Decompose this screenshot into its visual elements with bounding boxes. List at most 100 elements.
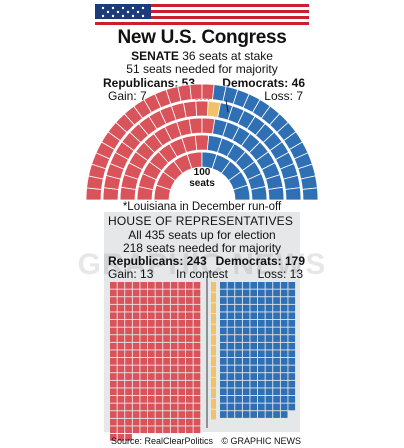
house-seat-republican xyxy=(125,388,132,396)
senate-seat-chart xyxy=(85,83,319,201)
house-seat-democrat xyxy=(235,350,242,358)
house-seat-republican xyxy=(125,350,132,358)
house-seat-democrat xyxy=(280,320,288,327)
house-seat-republican xyxy=(148,327,155,335)
house-seat-democrat xyxy=(288,312,296,320)
house-seat-republican xyxy=(148,396,155,403)
house-seat-republican xyxy=(148,304,155,312)
contest-pointer xyxy=(225,99,229,113)
house-seat-republican xyxy=(110,282,117,289)
house-seat-republican xyxy=(132,358,140,365)
house-seat-democrat xyxy=(258,312,265,320)
house-seat-republican xyxy=(163,289,170,297)
house-seat-republican xyxy=(117,434,125,441)
house-seat-democrat xyxy=(227,297,235,304)
house-seat-republican xyxy=(170,426,178,434)
house-seat-republican xyxy=(132,297,140,304)
house-seat-republican xyxy=(163,304,170,312)
house-seat-republican xyxy=(117,403,125,411)
source-note: Source: RealClearPolitics xyxy=(111,436,214,446)
house-seat-republican xyxy=(132,365,140,373)
house-seat-republican xyxy=(178,327,186,335)
house-seat-contest xyxy=(211,388,216,399)
house-seat-democrat xyxy=(258,350,265,358)
house-seat-republican xyxy=(140,282,148,289)
house-seat-republican xyxy=(117,388,125,396)
house-seat-democrat xyxy=(220,358,227,365)
house-seat-democrat xyxy=(273,358,280,365)
house-seat-democrat xyxy=(250,380,258,388)
house-seat-democrat xyxy=(227,289,235,297)
house-seat-democrat xyxy=(242,365,250,373)
house-seat-democrat xyxy=(242,297,250,304)
house-seat-republican xyxy=(170,335,178,342)
house-seat-democrat xyxy=(220,282,227,289)
house-seat-republican xyxy=(155,282,163,289)
house-seat-republican xyxy=(178,411,186,418)
house-seat-democrat xyxy=(242,335,250,342)
house-seat-democrat xyxy=(242,358,250,365)
house-seat-democrat xyxy=(280,304,288,312)
house-seat-democrat xyxy=(288,342,296,350)
house-seat-democrat xyxy=(250,396,258,403)
house-seat-republican xyxy=(193,289,201,297)
house-seat-democrat xyxy=(250,289,258,297)
house-seat-republican xyxy=(155,358,163,365)
house-seat-contest xyxy=(211,324,216,335)
house-seat-republican xyxy=(170,411,178,418)
house-seat-democrat xyxy=(258,297,265,304)
house-seat-democrat xyxy=(258,373,265,380)
house-seat-contest xyxy=(211,303,216,314)
house-seat-democrat xyxy=(265,365,273,373)
house-seat-republican xyxy=(186,282,193,289)
house-seat-republican xyxy=(193,282,201,289)
house-seat-republican xyxy=(140,297,148,304)
house-seat-democrat xyxy=(273,373,280,380)
house-seat-republican xyxy=(117,335,125,342)
house-seat-republican xyxy=(117,396,125,403)
house-seat-republican xyxy=(148,373,155,380)
house-seat-republican xyxy=(155,335,163,342)
house-seat-republican xyxy=(148,282,155,289)
house-seat-republican xyxy=(170,297,178,304)
house-seat-democrat xyxy=(280,335,288,342)
house-seat-democrat xyxy=(258,403,265,411)
house-seat-democrat xyxy=(227,396,235,403)
house-seat-republican xyxy=(163,426,170,434)
house-seat-republican xyxy=(170,304,178,312)
house-seat-democrat xyxy=(235,411,242,418)
house-seat-contest xyxy=(211,335,216,345)
house-seat-republican xyxy=(140,335,148,342)
house-seat-republican xyxy=(132,373,140,380)
house-seat-democrat xyxy=(258,396,265,403)
house-seat-democrat xyxy=(258,327,265,335)
senate-total-number: 100 xyxy=(193,167,211,178)
house-seat-republican xyxy=(178,342,186,350)
house-seat-republican xyxy=(178,282,186,289)
house-seat-democrat xyxy=(227,342,235,350)
house-seat-democrat xyxy=(220,289,227,297)
senate-majority: 51 seats needed for majority xyxy=(126,62,278,76)
house-seat-republican xyxy=(193,373,201,380)
house-seat-republican xyxy=(186,396,193,403)
house-seat-republican xyxy=(148,365,155,373)
house-seat-democrat xyxy=(220,327,227,335)
house-seat-democrat xyxy=(273,350,280,358)
house-seat-democrat xyxy=(280,365,288,373)
house-seat-republican xyxy=(186,388,193,396)
house-seat-republican xyxy=(163,282,170,289)
house-seat-republican xyxy=(170,312,178,320)
house-seat-republican xyxy=(163,358,170,365)
house-seat-republican xyxy=(140,380,148,388)
house-seat-republican xyxy=(132,312,140,320)
house-seat-republican xyxy=(132,380,140,388)
house-seat-democrat xyxy=(242,373,250,380)
house-seat-republican xyxy=(193,327,201,335)
house-seat-republican xyxy=(178,396,186,403)
house-seat-democrat xyxy=(242,312,250,320)
house-seat-democrat xyxy=(265,304,273,312)
house-seat-democrat xyxy=(280,403,288,411)
house-seat-republican xyxy=(170,289,178,297)
house-seat-republican xyxy=(193,342,201,350)
